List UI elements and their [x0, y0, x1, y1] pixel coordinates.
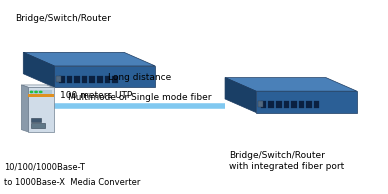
Polygon shape [82, 75, 87, 83]
Polygon shape [23, 52, 155, 66]
Polygon shape [56, 75, 61, 82]
Text: Bridge/Switch/Router
with integrated fiber port: Bridge/Switch/Router with integrated fib… [229, 151, 344, 171]
Text: Long distance: Long distance [108, 73, 171, 82]
Text: to 1000Base-X  Media Converter: to 1000Base-X Media Converter [4, 178, 140, 186]
Polygon shape [256, 91, 357, 113]
Polygon shape [112, 75, 118, 83]
Text: Multimode or Single mode fiber: Multimode or Single mode fiber [68, 93, 211, 101]
Polygon shape [28, 87, 54, 132]
Text: 10/100/1000Base-T: 10/100/1000Base-T [4, 163, 85, 172]
Polygon shape [104, 75, 110, 83]
Polygon shape [276, 101, 282, 108]
Polygon shape [30, 90, 52, 94]
Polygon shape [31, 118, 41, 122]
Polygon shape [54, 66, 155, 87]
Text: Bridge/Switch/Router: Bridge/Switch/Router [16, 14, 111, 23]
Polygon shape [21, 85, 54, 87]
Polygon shape [28, 94, 54, 97]
Circle shape [40, 91, 42, 93]
Polygon shape [23, 52, 54, 87]
Text: 100 meters UTP: 100 meters UTP [60, 91, 132, 100]
Polygon shape [291, 101, 297, 108]
Polygon shape [261, 101, 267, 108]
Circle shape [35, 91, 37, 93]
Polygon shape [89, 75, 95, 83]
Polygon shape [74, 75, 80, 83]
Polygon shape [21, 85, 28, 132]
Polygon shape [67, 75, 72, 83]
Polygon shape [59, 75, 65, 83]
Polygon shape [225, 78, 256, 113]
Circle shape [30, 91, 33, 93]
Polygon shape [306, 101, 312, 108]
Polygon shape [299, 101, 304, 108]
Polygon shape [97, 75, 102, 83]
Polygon shape [31, 123, 45, 128]
Polygon shape [284, 101, 289, 108]
Polygon shape [314, 101, 319, 108]
Polygon shape [258, 101, 263, 107]
Polygon shape [225, 78, 357, 91]
Polygon shape [268, 101, 274, 108]
